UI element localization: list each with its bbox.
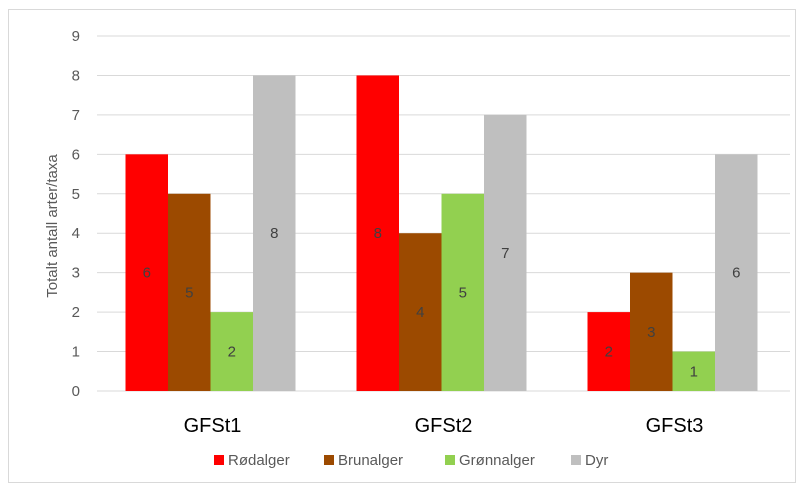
- data-label: 8: [374, 225, 382, 242]
- data-label: 7: [501, 245, 509, 262]
- y-axis-title: Totalt antall arter/taxa: [44, 154, 61, 298]
- bar-grønnalger-gfst3: [672, 351, 715, 391]
- y-tick-label: 1: [72, 344, 80, 361]
- y-tick-label: 9: [72, 28, 80, 45]
- data-label: 3: [647, 324, 655, 341]
- data-label: 2: [605, 344, 613, 361]
- bar-rødalger-gfst2: [356, 75, 399, 391]
- legend-entry: Brunalger: [338, 452, 403, 469]
- data-label: 4: [416, 304, 424, 321]
- data-label: 1: [690, 363, 698, 380]
- data-labels: 6 5 2 8 8 4 5 7 2 3 1 6: [143, 225, 741, 380]
- bar-dyr-gfst3: [715, 154, 758, 391]
- data-label: 6: [732, 265, 740, 282]
- x-category-label: GFSt1: [184, 415, 242, 437]
- bars: [125, 75, 758, 391]
- y-tick-label: 8: [72, 67, 80, 84]
- bar-dyr-gfst1: [253, 75, 296, 391]
- y-tick-label: 2: [72, 304, 80, 321]
- legend-swatch: [571, 455, 581, 465]
- bar-brunalger-gfst3: [630, 272, 673, 391]
- data-label: 5: [459, 284, 467, 301]
- bar-grønnalger-gfst2: [441, 193, 484, 391]
- y-tick-label: 6: [72, 146, 80, 163]
- bar-rødalger-gfst1: [125, 154, 168, 391]
- bar-rødalger-gfst3: [587, 312, 630, 391]
- x-category-label: GFSt3: [646, 415, 704, 437]
- legend-swatch: [214, 455, 224, 465]
- bar-brunalger-gfst1: [168, 193, 211, 391]
- bar-dyr-gfst2: [484, 114, 527, 391]
- x-axis-categories: GFSt1 GFSt2 GFSt3: [184, 415, 704, 437]
- bar-grønnalger-gfst1: [210, 312, 253, 391]
- data-label: 5: [185, 284, 193, 301]
- y-tick-label: 7: [72, 107, 80, 124]
- legend-entry: Rødalger: [228, 452, 290, 469]
- data-label: 2: [228, 344, 236, 361]
- legend: Rødalger Brunalger Grønnalger Dyr: [214, 452, 608, 469]
- bar-brunalger-gfst2: [399, 233, 442, 391]
- y-tick-label: 0: [72, 383, 80, 400]
- legend-swatch: [324, 455, 334, 465]
- data-label: 8: [270, 225, 278, 242]
- legend-swatch: [445, 455, 455, 465]
- y-axis-ticks: 0 1 2 3 4 5 6 7 8 9: [72, 28, 80, 400]
- y-tick-label: 5: [72, 186, 80, 203]
- legend-entry: Grønnalger: [459, 452, 535, 469]
- y-tick-label: 3: [72, 265, 80, 282]
- legend-entry: Dyr: [585, 452, 608, 469]
- y-tick-label: 4: [72, 225, 80, 242]
- x-category-label: GFSt2: [415, 415, 473, 437]
- data-label: 6: [143, 265, 151, 282]
